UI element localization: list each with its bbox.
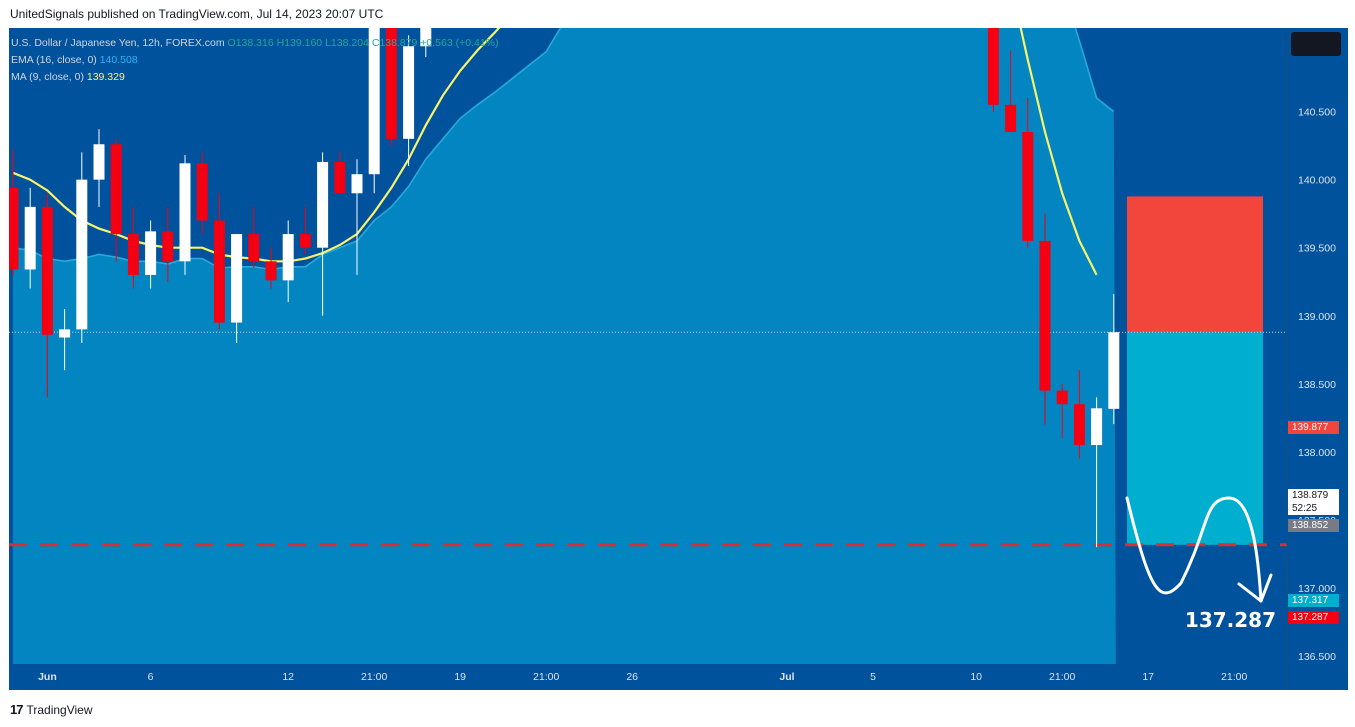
legend-low-label: L — [325, 37, 331, 49]
legend-symbol: U.S. Dollar / Japanese Yen, 12h, FOREX.c… — [11, 37, 225, 49]
candle-body — [1039, 240, 1051, 391]
legend-ma-label: MA (9, close, 0) — [11, 71, 84, 83]
published-line: UnitedSignals published on TradingView.c… — [10, 7, 384, 21]
candle-body — [110, 144, 122, 235]
legend-ema-row: EMA (16, close, 0) 140.508 — [11, 52, 499, 69]
candle-body — [213, 220, 225, 323]
legend-symbol-row: U.S. Dollar / Japanese Yen, 12h, FOREX.c… — [11, 35, 499, 52]
candle-body — [76, 179, 88, 330]
x-tick-label: Jul — [779, 671, 794, 683]
y-tick-label: 138.000 — [1298, 447, 1336, 459]
legend-close: 138.879 — [379, 37, 418, 49]
y-tick-label: 139.000 — [1298, 311, 1336, 323]
candle-body — [420, 28, 432, 47]
target-price-label-b: 137.287 — [1288, 611, 1339, 624]
candle-body — [127, 234, 139, 275]
countdown-label: 52:25 — [1288, 502, 1339, 515]
candle-body — [1022, 132, 1034, 241]
candle-body — [368, 28, 380, 175]
candle-body — [403, 46, 415, 139]
legend-ma-value: 139.329 — [86, 71, 125, 83]
candle-body — [93, 144, 105, 180]
candle-body — [162, 231, 174, 262]
x-tick-label: 17 — [1142, 671, 1154, 683]
tradingview-brand: TradingView — [26, 702, 93, 717]
y-tick-label: 140.500 — [1298, 107, 1336, 119]
candle-body — [317, 161, 329, 248]
legend-ema-value: 140.508 — [99, 54, 138, 66]
stop-price-label: 139.877 — [1288, 421, 1339, 434]
chart-area[interactable]: 137.287 Jun 6 12 21:00 19 21:00 26 Jul 5 10 21:00 1… — [9, 28, 1348, 690]
candle-body — [24, 206, 36, 270]
candle-body — [41, 206, 53, 335]
x-tick-label: 5 — [870, 671, 876, 683]
y-tick-label: 137.000 — [1298, 583, 1336, 595]
legend-close-label: C — [371, 37, 380, 49]
target-annotation: 137.287 — [1185, 608, 1276, 632]
x-tick-label: Jun — [38, 671, 57, 683]
projection-curve — [1125, 496, 1263, 603]
candle-body — [1056, 390, 1068, 405]
candle-body — [1108, 332, 1120, 409]
x-tick-label: 6 — [148, 671, 154, 683]
candle-body — [9, 187, 19, 270]
candle-body — [231, 234, 243, 323]
x-tick-label: 21:00 — [1221, 671, 1247, 683]
candle-body — [1091, 408, 1103, 446]
ma-price-label: 138.852 — [1288, 519, 1339, 532]
time-axis-bg — [9, 664, 1348, 690]
candle-body — [351, 174, 363, 194]
last-price-label: 138.879 — [1288, 489, 1339, 502]
y-tick-label: 139.500 — [1298, 243, 1336, 255]
legend-high: 139.160 — [284, 37, 323, 49]
candle-body — [1073, 404, 1085, 446]
tradingview-logo-mark: 17 — [10, 702, 24, 717]
tradingview-logo[interactable]: 17 TradingView — [10, 702, 93, 717]
x-tick-label: 19 — [454, 671, 466, 683]
ma-line — [12, 28, 1098, 276]
candle-body — [385, 28, 397, 139]
target-price-label-a: 137.317 — [1288, 594, 1339, 607]
candle-body — [334, 161, 346, 194]
chart-settings-button[interactable] — [1291, 32, 1341, 56]
y-tick-label: 140.000 — [1298, 175, 1336, 187]
legend-low: 138.204 — [330, 37, 369, 49]
candle-body — [59, 329, 71, 338]
candle-body — [987, 28, 999, 105]
price-chart[interactable]: 137.287 Jun 6 12 21:00 19 21:00 26 Jul 5 10 21:00 1… — [9, 28, 1348, 690]
x-tick-label: 21:00 — [361, 671, 387, 683]
legend-ma-row: MA (9, close, 0) 139.329 — [11, 69, 499, 86]
ema-line — [12, 28, 1115, 271]
x-tick-label: 26 — [626, 671, 638, 683]
ema-area — [13, 28, 1116, 664]
legend-open-label: O — [227, 37, 236, 49]
x-tick-label: 21:00 — [533, 671, 559, 683]
legend-change: +0.563 (+0.41%) — [420, 37, 499, 49]
candle-body — [179, 163, 191, 262]
legend-ema-label: EMA (16, close, 0) — [11, 54, 97, 66]
y-tick-label: 138.500 — [1298, 379, 1336, 391]
y-tick-label: 136.500 — [1298, 651, 1336, 663]
candle-body — [282, 234, 294, 281]
take-profit-zone — [1127, 332, 1263, 545]
candle-body — [196, 163, 208, 221]
candle-body — [265, 261, 277, 281]
candle-body — [1005, 104, 1017, 133]
x-tick-label: 21:00 — [1049, 671, 1075, 683]
candle-body — [248, 234, 260, 262]
candle-body — [299, 234, 311, 248]
candle-body — [145, 231, 157, 275]
legend-open: 138.316 — [235, 37, 274, 49]
stop-loss-zone — [1127, 196, 1263, 333]
x-tick-label: 10 — [970, 671, 982, 683]
projection-arrow — [1237, 573, 1273, 603]
x-tick-label: 12 — [282, 671, 294, 683]
chart-legend: U.S. Dollar / Japanese Yen, 12h, FOREX.c… — [11, 35, 499, 86]
legend-high-label: H — [276, 37, 285, 49]
